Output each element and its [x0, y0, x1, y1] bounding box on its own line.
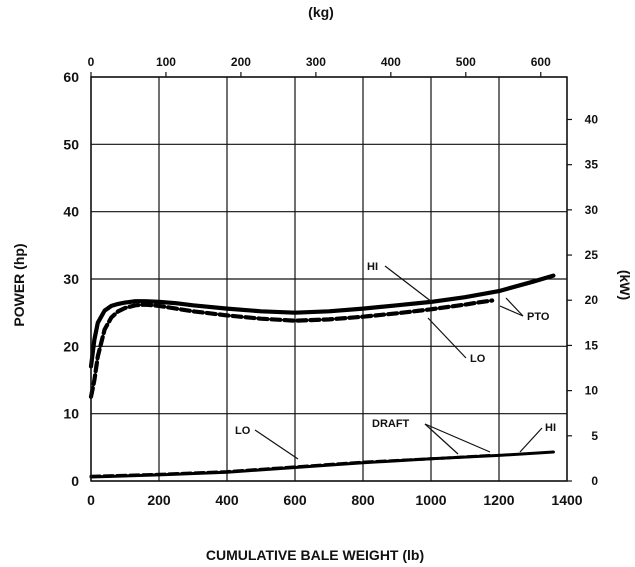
right-tick-label: 0 — [591, 474, 598, 488]
y-tick-label: 40 — [63, 204, 79, 220]
annotation-label: HI — [367, 261, 378, 273]
series-line-pto-hi — [88, 273, 556, 369]
top-tick-label: 0 — [88, 55, 95, 69]
y-axis-label: POWER (hp) — [11, 243, 27, 326]
x-tick-label: 1200 — [483, 492, 514, 508]
y-tick-label: 30 — [63, 271, 79, 287]
top-tick-label: 600 — [531, 55, 551, 69]
series-layer — [88, 273, 556, 479]
annotation-label: DRAFT — [372, 418, 410, 430]
x-tick-label: 800 — [351, 492, 375, 508]
y-tick-label: 60 — [63, 69, 79, 85]
right-tick-label: 35 — [585, 158, 599, 172]
x-tick-label: 0 — [87, 492, 95, 508]
top-tick-label: 300 — [306, 55, 326, 69]
annotation-leader — [519, 427, 543, 453]
y-tick-label: 0 — [71, 473, 79, 489]
annotation-label: LO — [235, 425, 251, 437]
top-axis-label: (kg) — [308, 4, 334, 20]
right-tick-label: 5 — [591, 429, 598, 443]
annotation-leader — [499, 305, 524, 317]
x-tick-label: 1400 — [551, 492, 582, 508]
right-tick-label: 20 — [585, 293, 599, 307]
x-tick-label: 600 — [283, 492, 307, 508]
right-axis-label: (kW) — [617, 270, 633, 300]
top-tick-label: 500 — [456, 55, 476, 69]
annotations: HI LO PTO LO DRAFT HI — [235, 261, 556, 460]
annotation-leader — [427, 317, 467, 359]
right-tick-label: 40 — [585, 112, 599, 126]
right-tick-label: 30 — [585, 203, 599, 217]
series-line-pto-lo — [88, 298, 495, 399]
annotation-leader — [424, 423, 459, 455]
x-tick-label: 400 — [215, 492, 239, 508]
grid — [90, 72, 572, 482]
top-tick-label: 400 — [381, 55, 401, 69]
plot-frame — [90, 76, 568, 482]
annotation-leader — [254, 429, 299, 460]
series-line-draft-hi — [89, 450, 555, 479]
x-tick-label: 200 — [147, 492, 171, 508]
top-tick-label: 200 — [231, 55, 251, 69]
annotation-leader — [505, 297, 524, 317]
right-tick-label: 25 — [585, 248, 599, 262]
y-tick-label: 20 — [63, 338, 79, 354]
annotation-label: PTO — [527, 311, 550, 323]
annotation-leader — [384, 265, 433, 303]
top-tick-label: 100 — [156, 55, 176, 69]
annotation-label: LO — [470, 353, 486, 365]
annotation-leader — [424, 423, 491, 453]
annotation-label: HI — [545, 422, 556, 434]
right-tick-label: 10 — [585, 384, 599, 398]
x-tick-label: 1000 — [415, 492, 446, 508]
y-tick-label: 10 — [63, 406, 79, 422]
right-tick-label: 15 — [585, 338, 599, 352]
y-tick-label: 50 — [63, 136, 79, 152]
x-axis-label: CUMULATIVE BALE WEIGHT (lb) — [206, 547, 424, 563]
